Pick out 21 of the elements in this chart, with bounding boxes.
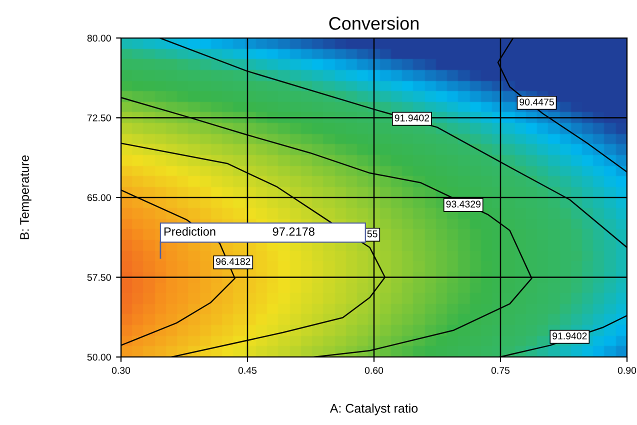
y-tick-label: 57.50 <box>87 274 111 281</box>
y-tick-label: 50.00 <box>87 354 111 361</box>
chart-title: Conversion <box>329 16 418 30</box>
x-tick-label: 0.60 <box>364 366 384 374</box>
y-tick-label: 65.00 <box>87 194 111 202</box>
y-tick-label: 80.00 <box>87 34 111 42</box>
annotation: 91.9402 <box>394 114 430 122</box>
annotation: 91.9402 <box>552 332 587 340</box>
y-tick-label: 72.50 <box>87 114 111 122</box>
annotation: 96.4182 <box>216 258 250 265</box>
annotation: 55 <box>367 230 378 238</box>
annotation: 90.4475 <box>520 98 554 106</box>
x-tick-label: 0.75 <box>491 366 510 374</box>
x-tick-label: 0.90 <box>618 366 636 374</box>
y-axis-title: B: Temperature <box>20 155 32 240</box>
x-tick-label: 0.30 <box>112 366 130 374</box>
x-tick-label: 0.45 <box>238 366 257 374</box>
annotation: 93.4329 <box>446 200 481 208</box>
annotation: Prediction <box>164 227 216 236</box>
annotation: 97.2178 <box>272 227 314 236</box>
x-axis-title: A: Catalyst ratio <box>330 404 418 416</box>
